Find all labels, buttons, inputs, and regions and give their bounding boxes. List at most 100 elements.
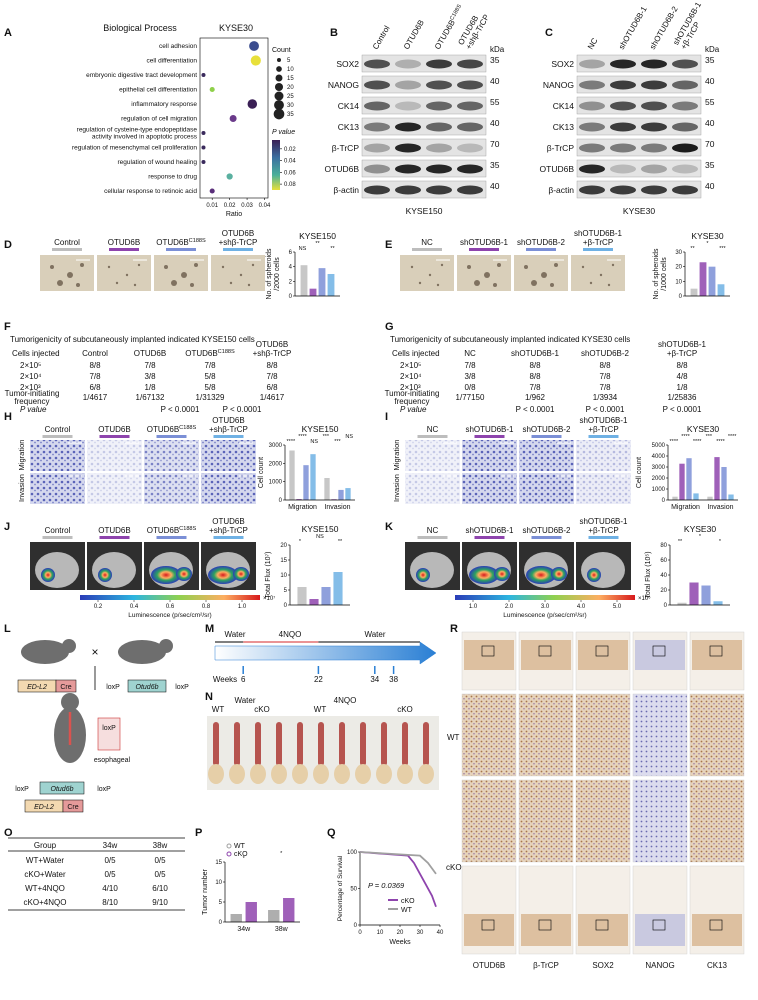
ihc-image (632, 693, 688, 777)
zoom-box (538, 645, 552, 657)
bar (672, 496, 678, 500)
text-part: frequency (14, 397, 49, 406)
mouse-body (21, 640, 69, 664)
significance: *** (706, 434, 713, 440)
text-part: Tumor-initiating (5, 389, 60, 398)
text-part: OTUD6B (212, 416, 244, 425)
significance: *** (323, 434, 330, 440)
protein-label: NANOG (543, 80, 574, 90)
protein-label: SOX2 (551, 59, 574, 69)
timeline-arrow (214, 641, 437, 665)
table-cell: P < 0.0001 (586, 405, 625, 414)
dot (247, 99, 258, 109)
text-part: /1000 cells (661, 257, 668, 291)
term-label: cell differentiation (147, 58, 198, 65)
band (364, 185, 390, 195)
band (395, 122, 421, 132)
zoom-box (652, 645, 666, 657)
table-cell: 2×10⁵ (400, 361, 421, 370)
spheroid (554, 263, 558, 267)
ihc-image (575, 693, 631, 777)
specimen (360, 722, 366, 766)
dot (201, 130, 206, 136)
legend-dot (274, 100, 284, 110)
unit-label: kDa (705, 45, 720, 54)
transwell-image (201, 440, 256, 471)
spheroid (76, 283, 80, 287)
table-row-label: P value (400, 405, 427, 414)
significance: **** (728, 434, 737, 440)
spheroid (181, 272, 187, 278)
table-cell: 1/8 (144, 383, 156, 392)
group-label: NC (427, 425, 439, 434)
blot-strip (361, 54, 487, 73)
mouse (410, 552, 454, 588)
y-tick-label: 0 (664, 603, 668, 609)
blot-strip (361, 117, 487, 136)
blot-strip (576, 180, 702, 199)
legend-dot (273, 108, 285, 120)
text-part: shOTUD6B-1 (658, 340, 707, 349)
x-tick-label: 20 (397, 930, 404, 936)
group-label: shOTUD6B-1 (465, 425, 514, 434)
group-label: OTUD6BC188S (156, 238, 206, 247)
specimen (339, 722, 345, 766)
significance: **** (716, 439, 725, 445)
signal (208, 566, 238, 584)
marker-label: 40 (490, 76, 500, 86)
term-label: cellular response to retinoic acid (104, 188, 197, 195)
zoom-box (652, 919, 666, 931)
marker-label: 40 (490, 118, 500, 128)
ihc-image (632, 779, 688, 863)
significance: ** (338, 539, 343, 545)
bar (689, 582, 699, 605)
week-label: 34 (370, 675, 379, 684)
protein-label: β-actin (333, 185, 359, 195)
plot-title: Biological Process (103, 23, 177, 33)
band (579, 80, 605, 90)
table-cell: 1/4617 (83, 393, 108, 402)
band (610, 122, 636, 132)
gene-box (39, 781, 85, 795)
marker-label: 55 (705, 97, 715, 107)
table-cell: 1/962 (525, 393, 546, 402)
text-part: Tumor-initiating (385, 389, 440, 398)
group-label: Water (234, 696, 255, 705)
y-tick-label: 0 (279, 498, 283, 504)
dot (209, 188, 215, 194)
blot-strip (361, 180, 487, 199)
table-header: OTUD6B (134, 349, 166, 358)
significance: ** (330, 246, 335, 252)
specimen-stomach (418, 764, 434, 784)
band (395, 185, 421, 195)
chart-title: KYSE150 (302, 524, 339, 534)
y-tick-label: 10 (280, 573, 287, 579)
table-cell: P < 0.0001 (663, 405, 702, 414)
table-cell: 7/8 (599, 372, 611, 381)
table-cell: 8/8 (89, 361, 101, 370)
table-header: Group (34, 841, 57, 850)
y-tick-label: 0 (219, 920, 223, 926)
group-label: WT (212, 705, 225, 714)
group-color-bar (588, 435, 619, 438)
marker-label: 40 (705, 76, 715, 86)
text-part: OTUD6B (156, 238, 188, 247)
diagram-label: loxP (175, 684, 189, 691)
group-color-bar (52, 248, 82, 251)
band (641, 59, 667, 69)
blot-strip (576, 96, 702, 115)
bar (713, 601, 723, 605)
panel-label: G (385, 321, 394, 333)
spheroid (239, 273, 243, 277)
chart-title: KYSE150 (299, 231, 336, 241)
signal (469, 566, 499, 584)
y-tick-label: 0 (662, 498, 666, 504)
y-tick-label: 100 (347, 850, 358, 856)
spheroid (484, 272, 490, 278)
diagram-label: × (91, 645, 98, 659)
term-label: epithelial cell differentiation (119, 87, 197, 94)
group-label: cKO (254, 705, 270, 714)
group-color-bar (156, 435, 187, 438)
x-axis-label: Weeks (389, 939, 411, 946)
band (457, 122, 483, 132)
